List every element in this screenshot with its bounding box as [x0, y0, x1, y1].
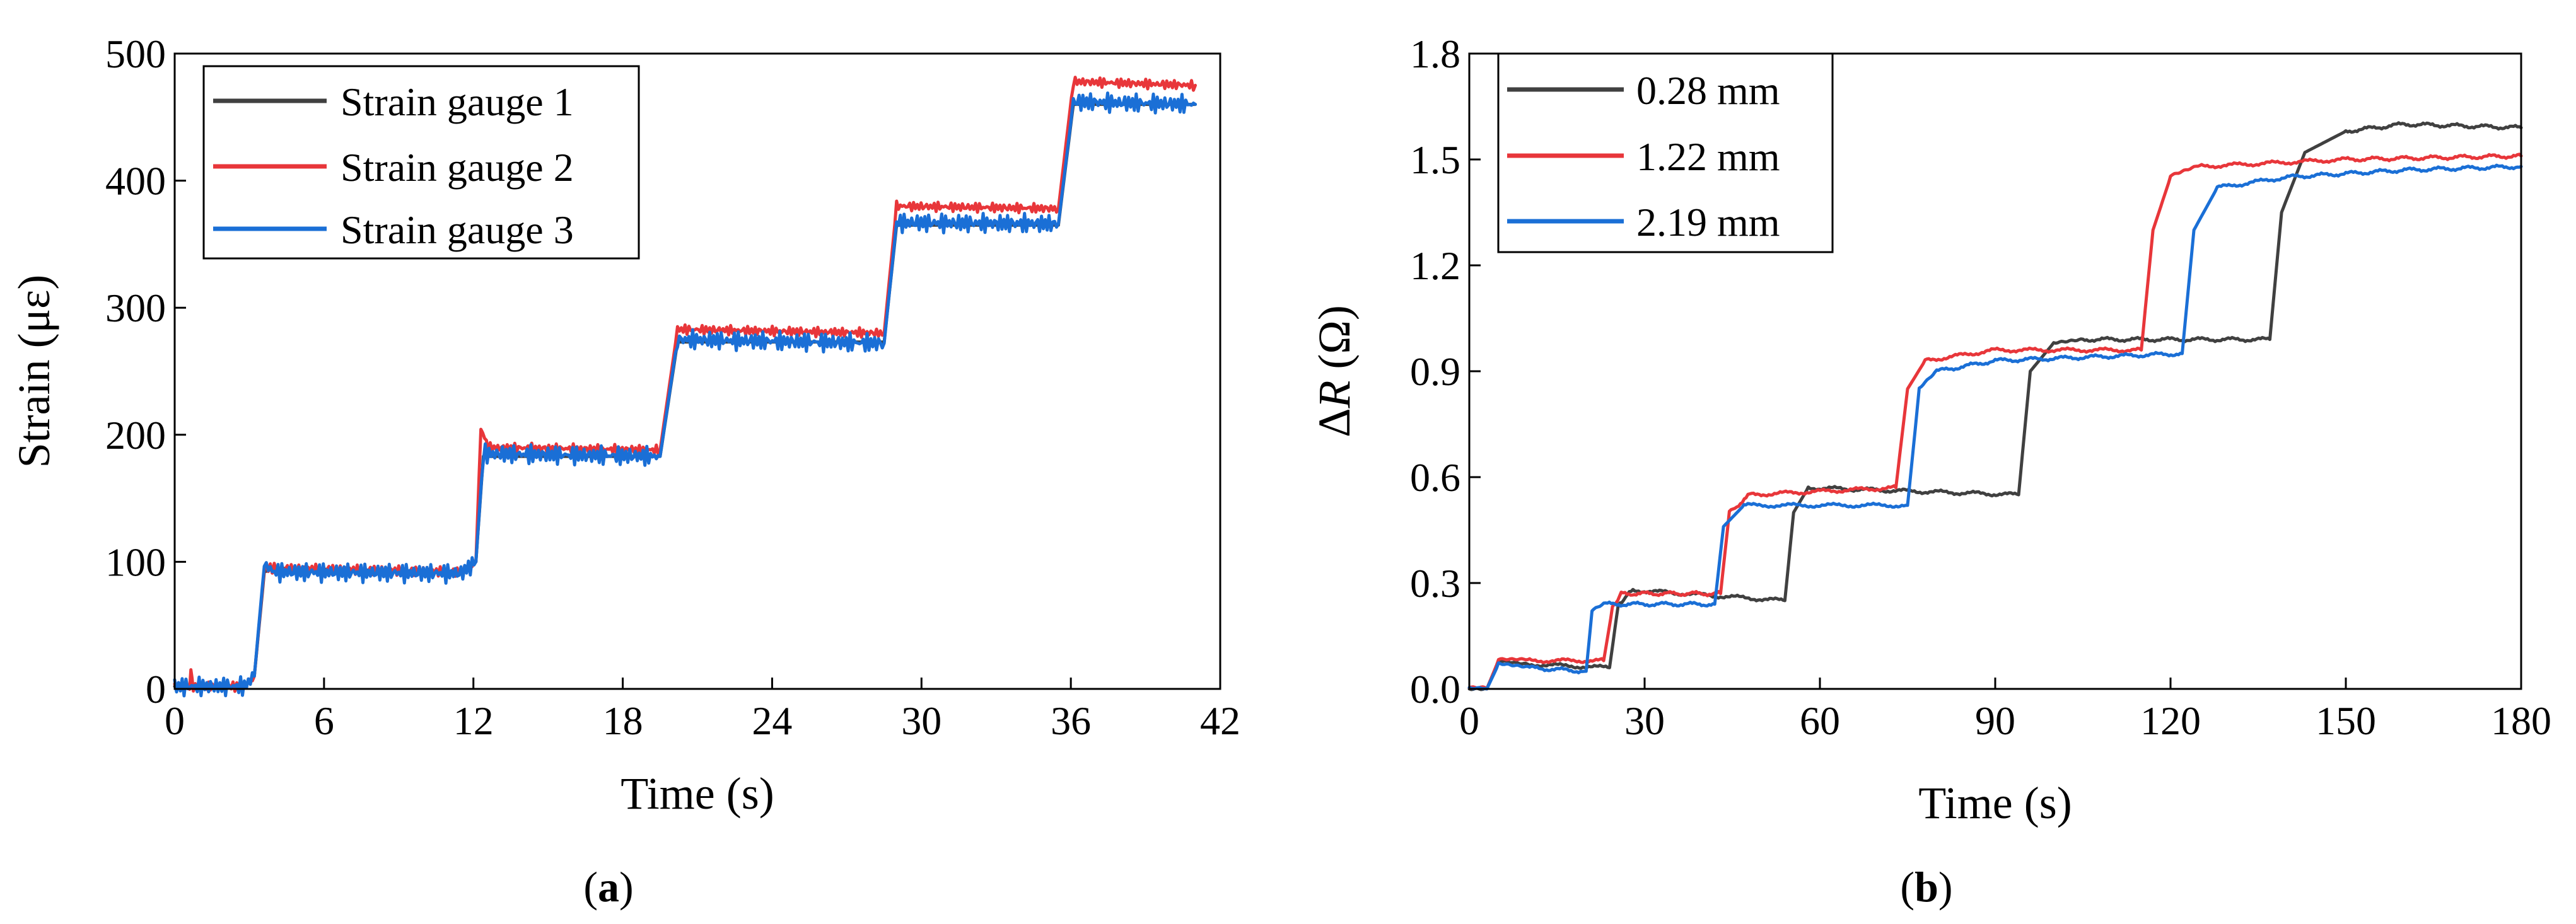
- panel-b-legend-box: [1497, 52, 1834, 253]
- panel-a-x-tick-label: 18: [603, 698, 643, 743]
- panel-b-series-1-22-mm: [1467, 153, 2523, 691]
- panel-a-legend: Strain gauge 1 Strain gauge 2 Strain gau…: [202, 65, 640, 260]
- panel-a-caption: (a): [583, 863, 633, 911]
- panel-a-y-tick-label: 300: [105, 286, 166, 330]
- panel-b-series-group: [1467, 121, 2523, 691]
- panel-a-x-tick-label: 24: [752, 698, 792, 743]
- panel-b-x-tick-label: 180: [2491, 698, 2551, 743]
- panel-a-plot-frame: [173, 52, 1221, 690]
- panel-a-y-tick-label: 500: [105, 32, 166, 76]
- panel-b-legend: 0.28 mm 1.22 mm 2.19 mm: [1497, 52, 1834, 253]
- panel-b-caption-open: (: [1900, 863, 1915, 911]
- panel-a-x-axis-title: Time (s): [621, 768, 774, 819]
- panel-a-x-tick-label: 0: [165, 698, 185, 743]
- panel-a-caption-open: (: [583, 863, 598, 911]
- panel-a-series-group: [173, 76, 1197, 698]
- panel-a-y-tick-label: 200: [105, 413, 166, 458]
- panel-a-y-tick-label: 100: [105, 540, 166, 584]
- panel-a-legend-label-gauge-3: Strain gauge 3: [341, 207, 574, 252]
- panel-b-x-tick-label: 120: [2140, 698, 2201, 743]
- panel-b-legend-label-0-28: 0.28 mm: [1636, 68, 1780, 113]
- panel-b-y-tick-label: 0.9: [1410, 349, 1460, 394]
- panel-b-ticks: 0 30 60 90 120 150 180 0.0 0.3 0.6 0.9 1.2 1.5 1.8: [1410, 32, 2551, 743]
- panel-b-caption: (b): [1900, 863, 1952, 911]
- panel-b-y-tick-label: 1.8: [1410, 32, 1460, 76]
- panel-a-x-tick-label: 36: [1051, 698, 1091, 743]
- panel-b-x-axis-title: Time (s): [1918, 778, 2072, 828]
- panel-b-y-tick-label: 0.6: [1410, 455, 1460, 500]
- panel-b-series-2-19-mm: [1467, 163, 2523, 691]
- panel-b-x-tick-label: 60: [1800, 698, 1840, 743]
- panel-b-y-tick-label: 1.5: [1410, 137, 1460, 182]
- panel-b-caption-letter: b: [1915, 863, 1938, 911]
- panel-b-y-tick-label: 0.0: [1410, 667, 1460, 712]
- panel-a-series-strain-gauge-3: [173, 91, 1197, 698]
- panel-a-x-tick-label: 30: [901, 698, 941, 743]
- panel-b-resistance-chart: 0 30 60 90 120 150 180 0.0 0.3 0.6 0.9 1.2 1.5 1.8 Ti…: [1309, 32, 2551, 911]
- panel-a-x-tick-label: 42: [1200, 698, 1240, 743]
- panel-b-y-tick-label: 1.2: [1410, 243, 1460, 288]
- panel-a-caption-letter: a: [598, 863, 619, 911]
- panel-a-legend-box: [202, 65, 640, 260]
- panel-b-y-axis-title-var: R: [1309, 381, 1360, 409]
- panel-a-ticks: 0 6 12 18 24 30 36 42 0 100 200 300 400 500: [105, 32, 1240, 743]
- panel-b-caption-close: ): [1938, 863, 1953, 911]
- panel-b-y-axis-title-suffix: (Ω): [1309, 305, 1360, 380]
- panel-a-x-tick-label: 6: [314, 698, 334, 743]
- panel-b-y-axis-title: ΔR (Ω): [1309, 305, 1360, 437]
- panel-a-legend-label-gauge-2: Strain gauge 2: [341, 145, 574, 190]
- panel-a-y-tick-label: 400: [105, 159, 166, 204]
- panel-a-legend-label-gauge-1: Strain gauge 1: [341, 79, 574, 124]
- panel-b-y-tick-label: 0.3: [1410, 561, 1460, 606]
- panel-b-legend-label-2-19: 2.19 mm: [1636, 200, 1780, 245]
- panel-b-x-tick-label: 150: [2316, 698, 2376, 743]
- panel-a-x-tick-label: 12: [453, 698, 494, 743]
- panel-a-caption-close: ): [619, 863, 634, 911]
- panel-b-y-axis-title-prefix: Δ: [1309, 408, 1360, 437]
- panel-a-y-tick-label: 0: [146, 667, 166, 712]
- panel-b-x-tick-label: 90: [1975, 698, 2015, 743]
- panel-b-legend-label-1-22: 1.22 mm: [1636, 134, 1780, 179]
- panel-b-x-tick-label: 30: [1624, 698, 1665, 743]
- panel-b-x-tick-label: 0: [1459, 698, 1479, 743]
- panel-a-y-axis-title: Strain (με): [9, 275, 59, 468]
